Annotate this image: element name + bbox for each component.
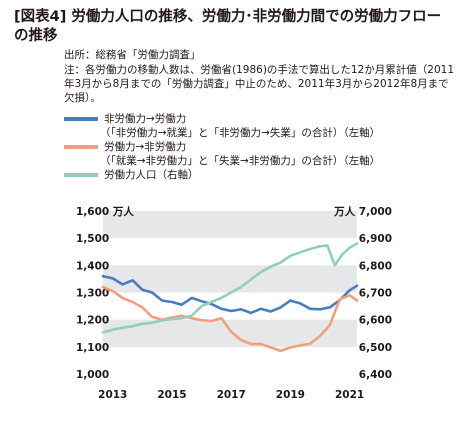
chart-title: [図表4] 労働力人口の推移、労働力･非労働力間での労働力フローの推移 bbox=[14, 9, 442, 44]
left-axis-unit: 1,600 万人 bbox=[76, 205, 134, 218]
legend-sub-outflow: （「就業→非労働力」と「失業→非労働力」の合計）（左軸） bbox=[100, 155, 381, 167]
right-axis-tick: 6,400 bbox=[359, 369, 392, 381]
right-axis-tick: 6,500 bbox=[359, 342, 392, 354]
legend-sub-inflow: （「非労働力→就業」と「非労働力→失業」の合計）（左軸） bbox=[100, 127, 381, 139]
legend-item-outflow: 労働力→非労働力 bbox=[64, 140, 459, 154]
x-axis-tick: 2021 bbox=[335, 389, 364, 401]
grid-band bbox=[103, 265, 357, 293]
left-axis-tick: 1,000 bbox=[76, 369, 109, 381]
x-axis-tick: 2019 bbox=[276, 389, 305, 401]
left-axis-tick: 1,300 bbox=[76, 288, 109, 300]
left-axis-tick: 1,500 bbox=[76, 233, 109, 245]
left-axis-tick: 1,200 bbox=[76, 315, 109, 327]
left-axis-tick: 1,100 bbox=[76, 342, 109, 354]
series-line-0 bbox=[101, 274, 359, 315]
legend-swatch-laborforce bbox=[64, 173, 98, 177]
right-axis-tick: 6,600 bbox=[359, 315, 392, 327]
legend-item-laborforce: 労働力人口（右軸） bbox=[64, 168, 459, 182]
legend-swatch-outflow bbox=[64, 145, 98, 149]
right-axis-tick: 6,700 bbox=[359, 288, 392, 300]
right-axis-tick: 6,900 bbox=[359, 233, 392, 245]
chart-note: 注：各労働力の移動人数は、労働省(1986)の手法で算出した12か月累計値（20… bbox=[64, 64, 454, 104]
chart-source: 出所：総務省「労働力調査」 bbox=[64, 49, 201, 61]
series-line-1 bbox=[101, 285, 359, 353]
legend-label-inflow: 非労働力→労働力 bbox=[104, 113, 187, 125]
x-axis-tick: 2017 bbox=[217, 389, 246, 401]
legend-label-laborforce: 労働力人口（右軸） bbox=[104, 169, 199, 181]
legend-item-inflow: 非労働力→労働力 bbox=[64, 112, 459, 126]
x-axis-tick: 2013 bbox=[98, 389, 127, 401]
x-axis-tick: 2015 bbox=[157, 389, 186, 401]
legend-swatch-inflow bbox=[64, 117, 98, 121]
left-axis-tick: 1,400 bbox=[76, 260, 109, 272]
legend: 非労働力→労働力 （「非労働力→就業」と「非労働力→失業」の合計）（左軸） 労働… bbox=[64, 112, 459, 182]
right-axis-tick: 6,800 bbox=[359, 260, 392, 272]
legend-sub-outflow-row: （「就業→非労働力」と「失業→非労働力」の合計）（左軸） bbox=[64, 154, 459, 168]
series-line-2 bbox=[101, 242, 359, 334]
legend-label-outflow: 労働力→非労働力 bbox=[104, 141, 187, 153]
legend-sub-inflow-row: （「非労働力→就業」と「非労働力→失業」の合計）（左軸） bbox=[64, 126, 459, 140]
right-axis-unit: 万人 7,000 bbox=[333, 205, 392, 218]
grid-band bbox=[103, 211, 357, 239]
